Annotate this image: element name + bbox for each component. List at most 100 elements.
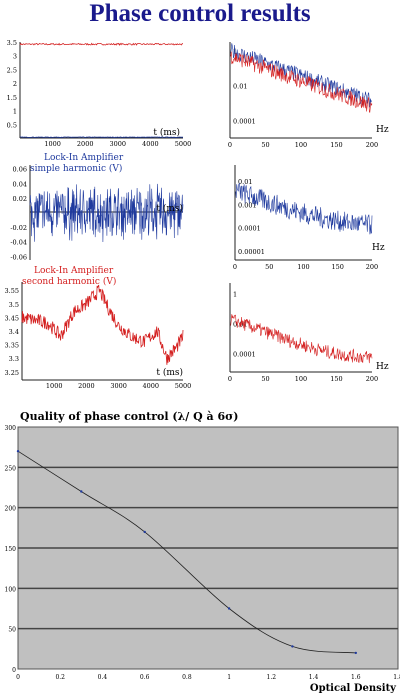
x-tick-label: 50	[261, 141, 269, 149]
chart-title-line-2: simple harmonic (V)	[30, 163, 122, 174]
page-title: Phase control results	[89, 0, 311, 27]
y-tick-label: 3.4	[9, 328, 19, 336]
y-tick-label: 3.35	[5, 342, 19, 350]
chart-title: Quality of phase control (λ/ Q à 6σ)	[20, 410, 238, 423]
x-tick-label: 1000	[46, 382, 63, 390]
y-tick-label: -0.04	[10, 239, 27, 247]
x-tick-label: 50	[265, 263, 273, 271]
y-tick-label: 1.5	[7, 94, 17, 102]
x-tick-label: 0.4	[98, 674, 108, 681]
chart-title-line-1: Lock-In Amplifier	[44, 153, 124, 163]
y-tick-label: 3.45	[5, 314, 19, 322]
y-tick-label: -0.06	[10, 253, 27, 261]
x-tick-label: 1.6	[351, 674, 361, 681]
x-tick-label: 4000	[142, 140, 159, 148]
x-tick-label: 100	[295, 141, 307, 149]
series-line	[29, 183, 184, 243]
x-tick-label: 1.8	[393, 674, 400, 681]
series-line	[235, 182, 373, 235]
y-tick-label: 3.5	[7, 39, 17, 47]
quality-chart: Quality of phase control (λ/ Q à 6σ) 0 50…	[5, 410, 400, 694]
x-tick-label: 1.4	[309, 674, 319, 681]
chart-title-line-2: second harmonic (V)	[22, 276, 116, 287]
y-tick-label: 0.04	[13, 180, 27, 188]
y-tick-label: 3.25	[5, 369, 19, 377]
series-line	[19, 136, 184, 138]
y-tick-label: 3.5	[9, 301, 19, 309]
y-tick-label: 0	[12, 667, 16, 674]
x-tick-label: 100	[295, 375, 307, 383]
x-tick-label: 150	[330, 141, 342, 149]
x-tick-label: 0	[228, 141, 232, 149]
x-tick-label: 0.2	[55, 674, 65, 681]
y-tick-label: 0.0001	[238, 225, 261, 233]
lockin-second-chart: 3.25 3.3 3.35 3.4 3.45 3.5 3.55 1000 2000 3000 400…	[5, 266, 192, 390]
series-line	[230, 43, 373, 108]
x-tick-label: 200	[366, 263, 378, 271]
y-tick-label: 1	[233, 291, 237, 299]
data-point	[143, 530, 146, 534]
data-point	[80, 490, 83, 493]
y-tick-label: 0.02	[13, 195, 27, 203]
x-tick-label: 0	[16, 674, 20, 681]
y-tick-label: 2	[13, 80, 17, 88]
y-tick-label: 1	[13, 108, 17, 116]
x-axis-label: t (ms)	[156, 203, 183, 214]
x-tick-label: 5000	[175, 382, 192, 390]
data-point	[16, 450, 20, 453]
x-tick-label: 4000	[143, 382, 160, 390]
y-tick-label: 0.0001	[233, 117, 256, 125]
y-tick-label: 3.55	[5, 287, 19, 295]
y-tick-label: 3.3	[9, 355, 19, 363]
y-tick-label: 0.001	[238, 201, 257, 209]
x-axis-label: t (ms)	[156, 367, 183, 378]
y-tick-label: -0.02	[10, 224, 27, 232]
time-signal-chart: 0.5 1 1.5 2 2.5 3 3.5 1000 2000 3000 4000 5000 t (m…	[7, 39, 192, 148]
series-line	[19, 42, 183, 46]
y-tick-label: 2.5	[7, 66, 17, 74]
y-tick-label: 300	[5, 425, 17, 432]
y-tick-label: 0.0001	[233, 351, 256, 359]
x-tick-label: 3000	[110, 140, 127, 148]
y-tick-label: 0.01	[233, 82, 247, 90]
x-tick-label: 0	[233, 263, 237, 271]
chart-title-line-1: Lock-In Amplifier	[34, 266, 114, 276]
y-tick-label: 3	[13, 53, 17, 61]
x-tick-label: 3000	[110, 382, 127, 390]
series-line	[21, 284, 184, 365]
x-tick-label: 200	[366, 141, 378, 149]
x-tick-label: 2000	[77, 140, 94, 148]
x-tick-label: 1.2	[267, 674, 277, 681]
x-axis-label: Hz	[372, 243, 385, 253]
y-tick-label: 0.01	[238, 178, 252, 186]
x-tick-label: 1000	[44, 140, 61, 148]
x-axis-label: t (ms)	[153, 127, 180, 138]
x-tick-label: 200	[366, 375, 378, 383]
x-tick-label: 0	[228, 375, 232, 383]
x-tick-label: 2000	[78, 382, 95, 390]
series-line	[230, 51, 373, 113]
data-point	[291, 645, 294, 648]
x-axis-label: Hz	[376, 362, 389, 372]
x-tick-label: 100	[297, 263, 309, 271]
y-tick-label: 150	[5, 546, 17, 553]
data-point	[354, 651, 357, 655]
y-tick-label: 100	[5, 586, 17, 593]
x-tick-label: 0.8	[182, 674, 192, 681]
x-tick-label: 150	[332, 263, 344, 271]
x-axis-label: Hz	[376, 125, 389, 135]
x-tick-label: 0.6	[140, 674, 150, 681]
y-tick-label: 0.00001	[238, 248, 265, 256]
x-tick-label: 150	[330, 375, 342, 383]
series-line	[230, 314, 373, 364]
x-tick-label: 50	[261, 375, 269, 383]
data-point	[227, 607, 231, 610]
y-tick-label: 50	[8, 627, 16, 634]
x-tick-label: 5000	[175, 140, 192, 148]
lockin-first-chart: -0.06 -0.04 -0.02 0.02 0.04 0.06 Lock-In Ampl…	[10, 153, 184, 261]
y-tick-label: 200	[5, 506, 17, 513]
